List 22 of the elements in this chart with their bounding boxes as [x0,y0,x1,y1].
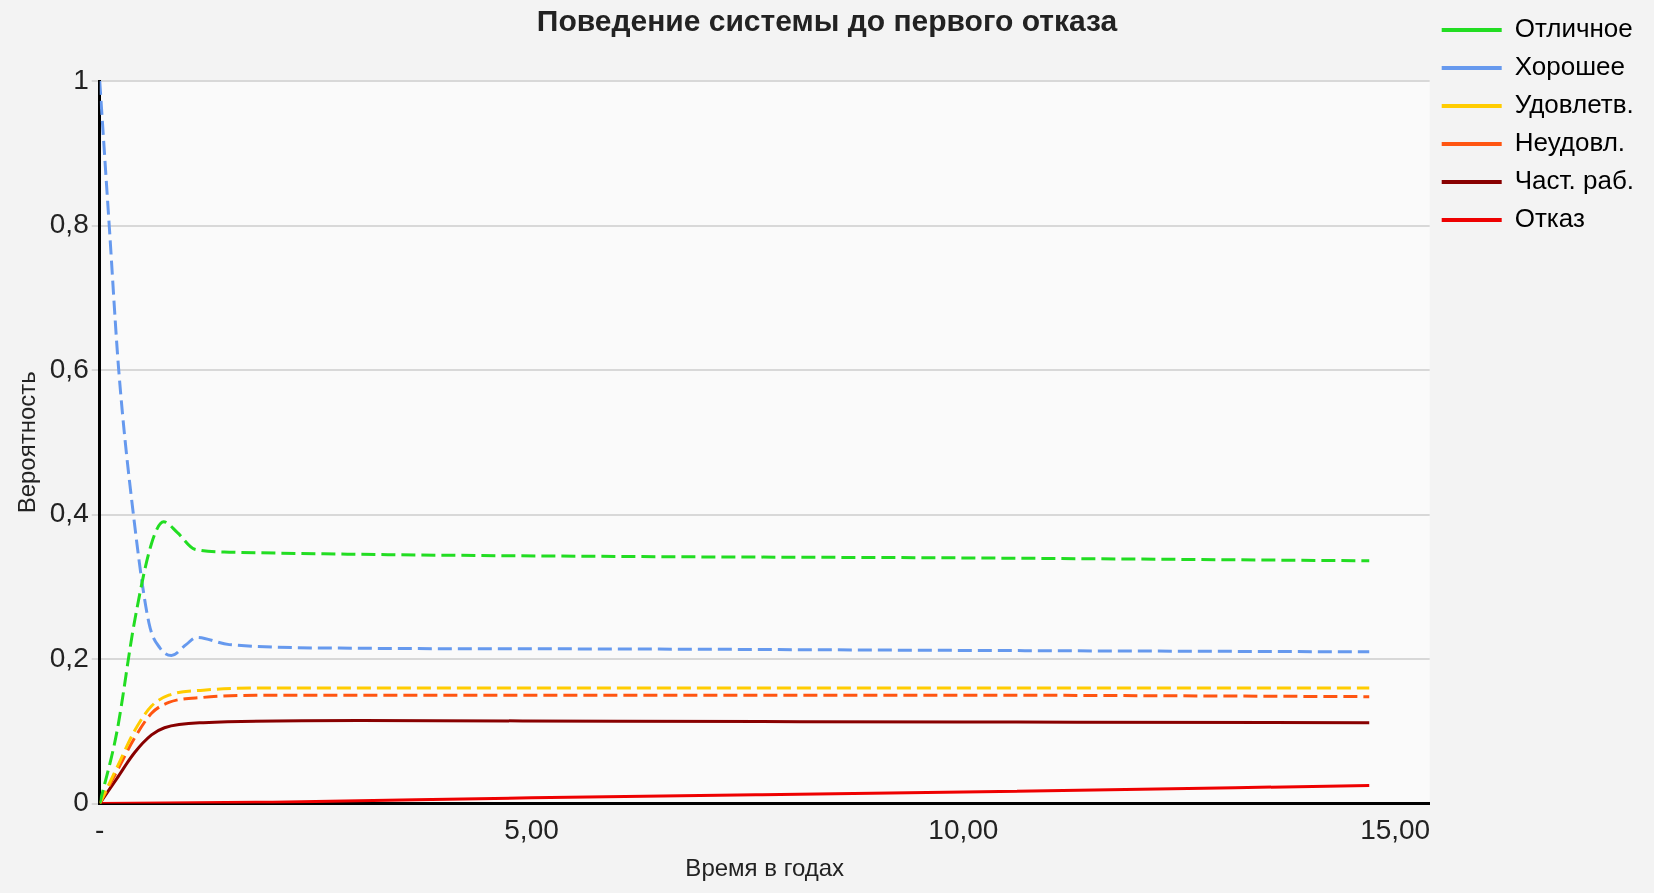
line-series [99,81,1371,657]
y-tick-label: 0,6 [49,352,89,384]
line-series [99,784,1371,804]
legend-label: Част. раб. [1514,165,1635,196]
x-axis-title: Время в годах [685,854,845,882]
x-tick-label: 5,00 [504,814,559,846]
y-tick-label: 0,8 [49,208,89,240]
y-tick-label: 0,2 [49,641,89,673]
chart-title: Поведение системы до первого отказа [536,4,1118,38]
x-tick-label: - [95,814,105,846]
y-tick-label: 0,4 [49,497,89,529]
y-tick-label: 0 [73,786,89,818]
legend-label: Отличное [1514,13,1633,44]
y-tick-label: 1 [73,63,89,95]
y-axis-title: Вероятность [13,371,41,514]
line-series [99,520,1371,804]
legend-label: Неудовл. [1514,127,1626,158]
legend-label: Отказ [1514,203,1585,234]
x-tick-label: 15,00 [1360,814,1431,846]
x-tick-label: 10,00 [928,814,999,846]
legend-label: Хорошее [1514,51,1625,82]
legend-label: Удовлетв. [1514,89,1634,120]
